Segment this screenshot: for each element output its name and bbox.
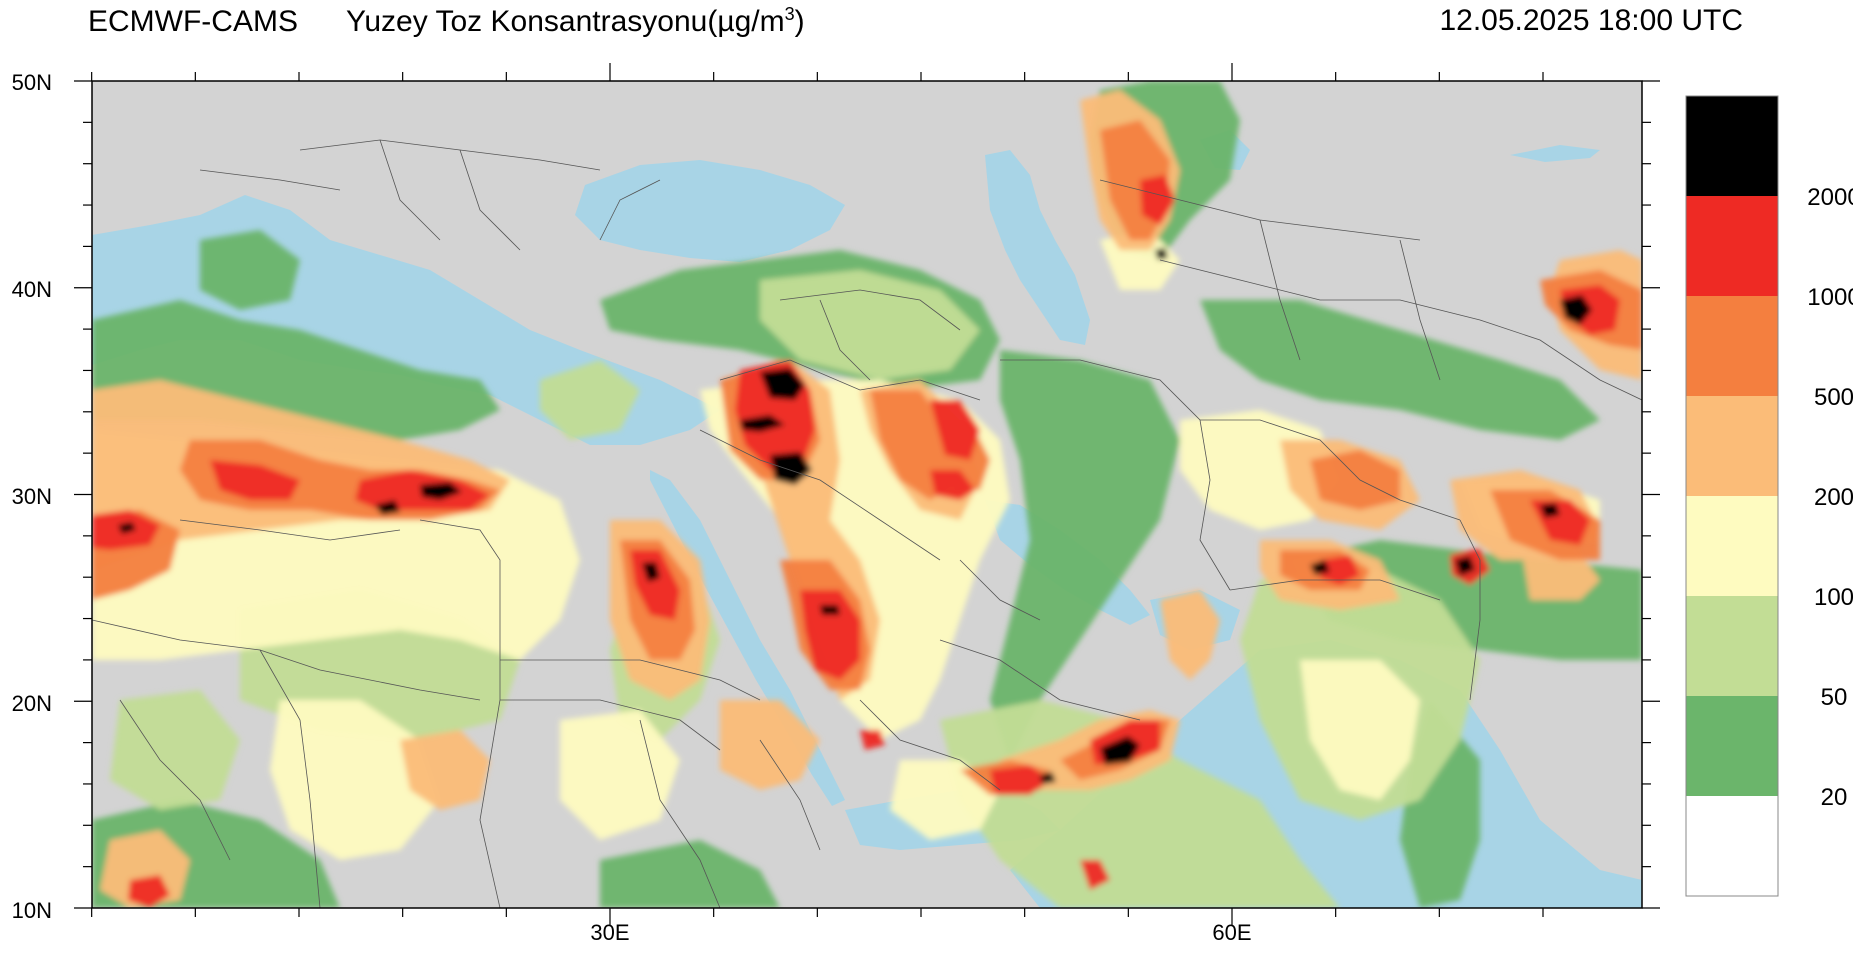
colorbar-label-200: 200	[1814, 484, 1853, 511]
axis-ticks	[74, 63, 1660, 926]
colorbar-swatch-below-20	[1686, 796, 1778, 896]
colorbar-frame	[1685, 95, 1779, 897]
colorbar-swatch-200-500	[1686, 396, 1778, 496]
variable-name: Yuzey Toz Konsantrasyonu(	[345, 5, 718, 38]
unit-base: µg/m	[717, 5, 785, 38]
lon-label-30e: 30E	[590, 920, 629, 945]
colorbar-swatch-500-1000	[1686, 296, 1778, 396]
colorbar-label-1000: 1000	[1807, 284, 1853, 311]
contour-above-2000	[118, 248, 1592, 784]
longitude-labels: 30E 60E	[590, 920, 1251, 945]
unit-exponent: 3	[784, 4, 795, 24]
lat-label-50n: 50N	[12, 70, 52, 95]
country-borders	[92, 139, 1642, 908]
lon-label-60e: 60E	[1212, 920, 1251, 945]
colorbar-label-20: 20	[1821, 784, 1848, 811]
lat-label-30n: 30N	[12, 484, 52, 509]
colorbar-label-500: 500	[1814, 384, 1853, 411]
map-title: ECMWF-CAMS Yuzey Toz Konsantrasyonu(µg/m3…	[88, 4, 805, 39]
lake-balkhash	[1510, 145, 1600, 162]
lat-label-20n: 20N	[12, 691, 52, 716]
colorbar-label-2000: 2000	[1807, 184, 1853, 211]
colorbar-label-50: 50	[1821, 684, 1848, 711]
colorbar-label-100: 100	[1814, 584, 1853, 611]
valid-datetime: 12.05.2025 18:00 UTC	[1439, 4, 1743, 37]
lat-label-40n: 40N	[12, 277, 52, 302]
colorbar: 2000 1000 500 200 100 50 20	[1685, 95, 1853, 897]
colorbar-swatch-20-50	[1686, 696, 1778, 796]
colorbar-swatch-100-200	[1686, 496, 1778, 596]
unit-close: )	[794, 5, 805, 38]
latitude-labels: 50N 40N 30N 20N 10N	[12, 70, 52, 923]
colorbar-swatch-50-100	[1686, 596, 1778, 696]
colorbar-swatch-2000-plus	[1686, 96, 1778, 196]
dust-field	[92, 81, 1642, 908]
black-sea	[575, 160, 845, 262]
lat-label-10n: 10N	[12, 898, 52, 923]
colorbar-swatch-1000-2000	[1686, 196, 1778, 296]
product-name: ECMWF-CAMS	[88, 5, 298, 38]
caspian-sea	[985, 150, 1090, 345]
map-plot-area	[92, 81, 1642, 908]
